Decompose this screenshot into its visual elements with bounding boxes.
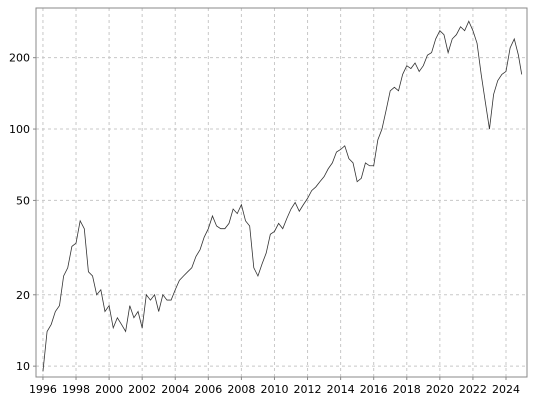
x-tick-label: 2002 [128,383,156,396]
x-tick-label: 2012 [294,383,322,396]
x-tick-label: 2006 [194,383,222,396]
data-line [42,20,523,372]
x-tick-label: 2004 [161,383,189,396]
x-tick-label: 2000 [95,383,123,396]
plot-border [35,7,528,378]
y-tick-label: 200 [9,52,30,65]
x-tick-label: 2014 [327,383,355,396]
x-tick-label: 2008 [227,383,255,396]
y-tick-label: 10 [16,360,30,373]
x-tick-label: 2024 [492,383,520,396]
x-tick-label: 2016 [360,383,388,396]
plot-area [36,8,527,377]
x-tick-label: 2018 [393,383,421,396]
y-tick-label: 20 [16,289,30,302]
x-tick-label: 2010 [260,383,288,396]
x-tick-label: 2022 [459,383,487,396]
x-tick-label: 1996 [29,383,57,396]
x-tick-label: 1998 [62,383,90,396]
x-tick-label: 2020 [426,383,454,396]
y-tick-label: 50 [16,194,30,207]
y-tick-label: 100 [9,123,30,136]
